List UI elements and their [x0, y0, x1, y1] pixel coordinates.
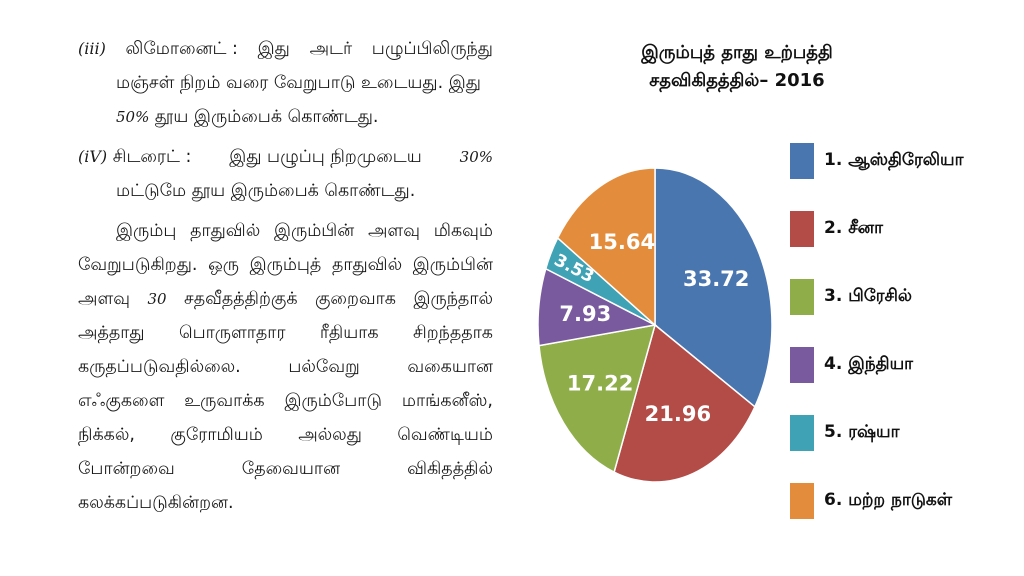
p3-word: கருதப்படுவதில்லை.	[78, 357, 241, 377]
p3-line-4: அத்தாது பொருளாதார ரீதியாக சிறந்ததாக	[78, 316, 493, 350]
pie-slice	[613, 323, 756, 483]
p3-line-7: நிக்கல், குரோமியம் அல்லது வெண்டியம்	[78, 418, 493, 452]
p3-line-6: எஃகுகளை உருவாக்க இரும்போடு மாங்கனீஸ்,	[78, 384, 493, 418]
text-column: (iii) லிமோனைட் : இது அடர் பழுப்பிலிருந்த…	[78, 32, 493, 520]
p3-word: பொருளாதார	[178, 323, 286, 343]
p3-word: சிறந்ததாக	[413, 323, 493, 343]
pie-slice	[556, 167, 656, 327]
legend-item: 1. ஆஸ்திரேலியா	[790, 143, 964, 179]
p3-word: தேவையான	[241, 459, 341, 479]
legend-item: 5. ரஷ்யா	[790, 415, 899, 451]
p1-percent: 50%	[116, 108, 150, 126]
p1-word: பழுப்பிலிருந்து	[371, 39, 493, 59]
legend-label: 2. சீனா	[824, 218, 883, 238]
p3-line-9: கலக்கப்படுகின்றன.	[78, 493, 234, 513]
p3-word: இரும்பின்	[273, 221, 355, 241]
p1-line-1: (iii) லிமோனைட் : இது அடர் பழுப்பிலிருந்த…	[78, 32, 493, 66]
pie-slice-label: 15.64	[589, 230, 655, 254]
legend-item: 4. இந்தியா	[790, 347, 913, 383]
p3-line-5: கருதப்படுவதில்லை. பல்வேறு வகையான	[78, 350, 493, 384]
legend-swatch	[790, 143, 814, 179]
p3-word: போன்றவை	[78, 459, 175, 479]
p1-word: அடர்	[309, 39, 353, 59]
legend-item: 2. சீனா	[790, 211, 883, 247]
pie-slice-label: 21.96	[645, 402, 711, 426]
pie-slice-label: 7.93	[559, 302, 611, 326]
p1-word: இது	[257, 39, 290, 59]
p3-word: மிகவும்	[433, 221, 493, 241]
legend-label: 6. மற்ற நாடுகள்	[824, 490, 953, 510]
legend-swatch	[790, 347, 814, 383]
p3-word: சதவீதத்திற்குக்	[184, 289, 298, 309]
pie-slice-label: 33.72	[683, 267, 749, 291]
p3-line-1: இரும்பு தாதுவில் இரும்பின் அளவு மிகவும்	[78, 214, 493, 248]
p3-word: எஃகுகளை	[78, 391, 165, 411]
p3-word: தாதுவில்	[190, 221, 261, 241]
p2-left: (iV) சிடரைட் :	[78, 140, 191, 174]
legend-item: 3. பிரேசில்	[790, 279, 912, 315]
p3-word: இரும்போடு	[284, 391, 383, 411]
legend-label: 3. பிரேசில்	[824, 286, 912, 306]
p2-word: இது பழுப்பு நிறமுடைய	[229, 147, 422, 167]
p2-line-2: மட்டுமே தூய இரும்பைக் கொண்டது.	[116, 181, 416, 201]
legend-swatch	[790, 415, 814, 451]
p3-word: அளவு	[78, 289, 130, 309]
legend-label: 1. ஆஸ்திரேலியா	[824, 150, 964, 170]
p3-word: இரும்பு	[116, 221, 177, 241]
p3-line-3: அளவு 30 சதவீதத்திற்குக் குறைவாக இருந்தால…	[78, 282, 493, 316]
p3-word: நிக்கல்,	[78, 425, 135, 445]
p3-line-8: போன்றவை தேவையான விகிதத்தில்	[78, 452, 493, 486]
p3-word: வகையான	[407, 357, 493, 377]
p3-word: வெண்டியம்	[397, 425, 493, 445]
p3-word: இருந்தால்	[413, 289, 493, 309]
p3-word: அல்லது	[298, 425, 362, 445]
p2-line-1: (iV) சிடரைட் : இது பழுப்பு நிறமுடைய 30%	[78, 140, 493, 174]
p3-word: குரோமியம்	[170, 425, 263, 445]
p3-word: பல்வேறு	[288, 357, 360, 377]
p2-roman: (iV)	[78, 147, 108, 166]
chart-subtitle: சதவிகிதத்தில்– 2016	[649, 70, 825, 91]
pie-slice	[654, 167, 773, 408]
p3-word: வேறுபடுகிறது.	[78, 255, 198, 275]
p3-word: இரும்புத்	[249, 255, 322, 275]
p3-word: மாங்கனீஸ்,	[401, 391, 493, 411]
p3-word: விகிதத்தில்	[407, 459, 493, 479]
pie-slice-label: 17.22	[567, 372, 633, 396]
p1-line-3: 50% தூய இரும்பைக் கொண்டது.	[78, 100, 493, 134]
p3-word: ரீதியாக	[319, 323, 379, 343]
legend-swatch	[790, 211, 814, 247]
p3-word: குறைவாக	[314, 289, 396, 309]
legend-item: 6. மற்ற நாடுகள்	[790, 483, 952, 519]
p3-word: அத்தாது	[78, 323, 145, 343]
p3-word: தாதுவில்	[331, 255, 403, 275]
legend-swatch	[790, 483, 814, 519]
chart-title: இரும்புத் தாது உற்பத்தி	[641, 42, 833, 63]
p3-word: ஒரு	[208, 255, 239, 275]
legend-swatch	[790, 279, 814, 315]
pie-slice	[538, 324, 657, 474]
p3-word: அளவு	[367, 221, 420, 241]
p3-word: இரும்பின்	[412, 255, 493, 275]
p1-line-3-text: தூய இரும்பைக் கொண்டது.	[154, 107, 379, 127]
p1-word: லிமோனைட் :	[125, 39, 238, 59]
p3-number: 30	[147, 290, 167, 308]
legend-label: 4. இந்தியா	[824, 354, 914, 374]
p2-word: சிடரைட் :	[112, 147, 192, 167]
p3-word: உருவாக்க	[184, 391, 265, 411]
p1-line-2: மஞ்சள் நிறம் வரை வேறுபாடு உடையது. இது	[116, 73, 481, 93]
p1-roman: (iii)	[78, 39, 106, 58]
p3-line-2: வேறுபடுகிறது. ஒரு இரும்புத் தாதுவில் இரு…	[78, 248, 493, 282]
p2-percent: 30%	[459, 148, 493, 166]
legend-label: 5. ரஷ்யா	[824, 422, 900, 442]
